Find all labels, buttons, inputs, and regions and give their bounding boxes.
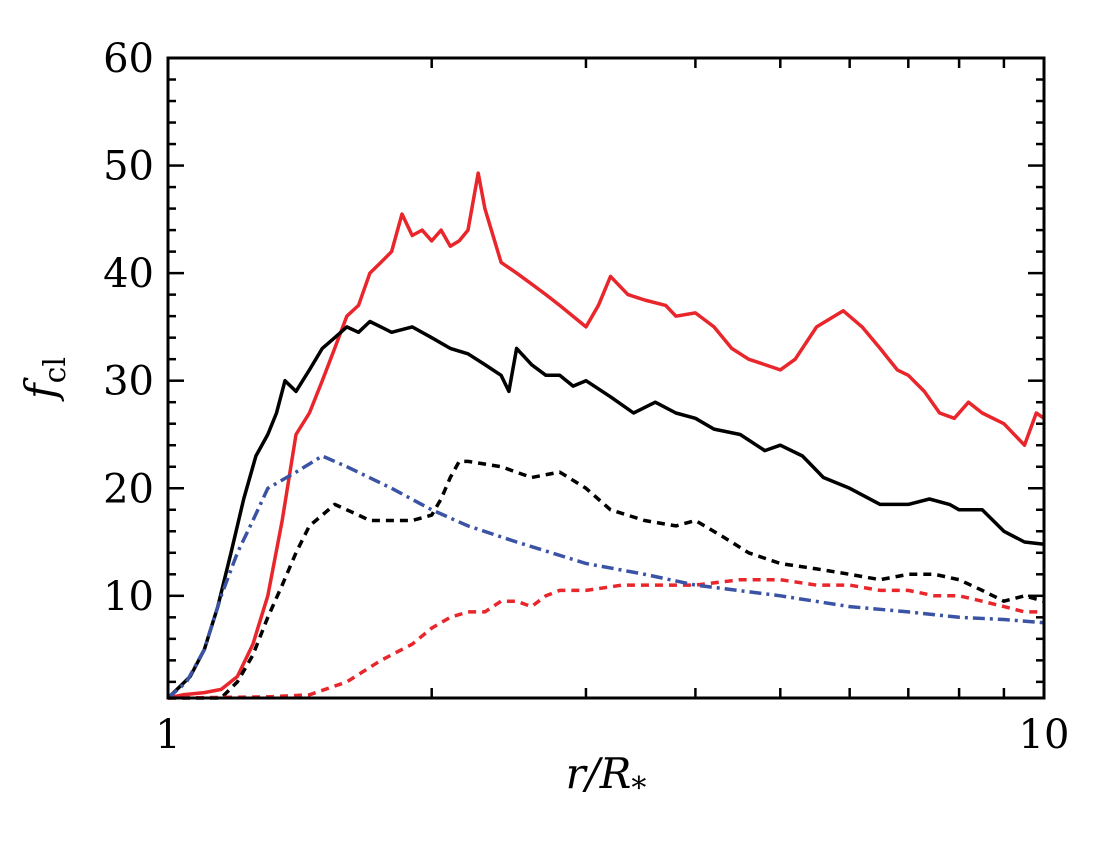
- y-tick-label: 60: [103, 36, 154, 82]
- x-tick-label: 1: [155, 712, 180, 758]
- y-tick-label: 20: [103, 466, 154, 512]
- y-tick-label: 50: [103, 144, 154, 190]
- series-layer: [166, 171, 1045, 700]
- plot-frame: [166, 56, 1046, 700]
- series-line-1: [167, 171, 1045, 700]
- series-line-4: [167, 577, 1044, 700]
- series-line-3: [168, 459, 1045, 700]
- y-tick-label: 10: [103, 574, 154, 620]
- x-axis-label-sub: *: [631, 771, 646, 806]
- label-layer: 10 20 30 40 50 60 1 10: [103, 36, 1069, 758]
- tick-layer: [166, 56, 1046, 698]
- y-axis-label-sub: cl: [38, 357, 73, 383]
- y-tick-label: 40: [103, 251, 154, 297]
- x-tick-label: 10: [1019, 712, 1070, 758]
- x-axis-label-main: r/R: [566, 749, 632, 798]
- x-axis-label: r/R*: [566, 749, 647, 806]
- series-line-5: [166, 454, 1045, 700]
- y-tick-label: 30: [103, 359, 154, 405]
- y-axis-label: fcl: [16, 357, 73, 402]
- series-line-2: [166, 319, 1045, 700]
